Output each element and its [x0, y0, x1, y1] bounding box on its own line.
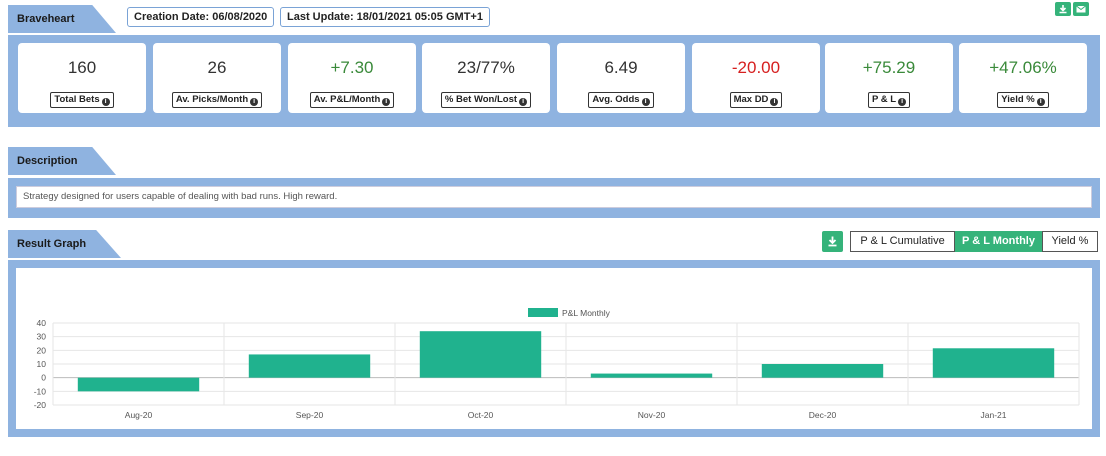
graph-panel: -20 -10 0 10 20 30 40 Aug-20 Sep-20 Oct-20 Nov-20 D…: [8, 260, 1100, 437]
y-tick-label: 10: [37, 359, 47, 369]
email-button[interactable]: [1073, 2, 1089, 16]
info-icon: i: [101, 98, 110, 106]
stat-card-max-dd: -20.00 Max DD i: [692, 43, 820, 113]
bar: [77, 377, 200, 392]
stats-panel: 160 Total Bets i 26 Av. Picks/Month i +7.3…: [8, 35, 1100, 127]
bar: [761, 364, 884, 378]
legend-label: P&L Monthly: [562, 308, 611, 318]
chart-area: -20 -10 0 10 20 30 40 Aug-20 Sep-20 Oct-20 Nov-20 D…: [16, 268, 1092, 429]
y-tick-label: 0: [41, 373, 46, 383]
description-panel: Strategy designed for users capable of d…: [8, 178, 1100, 218]
stat-card-won-lost: 23/77% % Bet Won/Lost i: [422, 43, 550, 113]
stat-card-total-bets: 160 Total Bets i: [18, 43, 146, 113]
stat-value: +75.29: [862, 58, 916, 77]
info-icon: i: [770, 98, 779, 106]
stat-label[interactable]: Av. Picks/Month i: [171, 92, 263, 108]
stat-value: 160: [67, 58, 97, 77]
tab-yield[interactable]: Yield %: [1042, 231, 1098, 252]
bar: [932, 348, 1055, 378]
stat-label[interactable]: Avg. Odds i: [588, 92, 654, 108]
result-graph-tab: Result Graph: [8, 230, 121, 258]
download-icon: [828, 236, 837, 247]
info-icon: i: [382, 98, 391, 106]
pl-monthly-chart: -20 -10 0 10 20 30 40 Aug-20 Sep-20 Oct-20 Nov-20 D…: [34, 308, 1080, 420]
y-tick-label: -20: [34, 400, 47, 410]
legend-swatch: [528, 308, 558, 317]
x-tick-label: Jan-21: [981, 410, 1007, 420]
envelope-icon: [1076, 5, 1086, 13]
y-tick-label: -10: [34, 386, 47, 396]
x-tick-label: Dec-20: [809, 410, 837, 420]
stat-label[interactable]: Av. P&L/Month i: [309, 92, 395, 108]
description-tab: Description: [8, 147, 116, 175]
x-tick-label: Aug-20: [125, 410, 153, 420]
y-tick-label: 20: [37, 345, 47, 355]
stat-value: 23/77%: [457, 58, 515, 77]
bar: [419, 331, 542, 378]
y-tick-label: 30: [37, 332, 47, 342]
download-icon: [1059, 5, 1067, 14]
info-icon: i: [250, 98, 259, 106]
last-update: Last Update: 18/01/2021 05:05 GMT+1: [280, 7, 490, 27]
tab-pl-cumulative[interactable]: P & L Cumulative: [850, 231, 955, 252]
stat-label[interactable]: Max DD i: [729, 92, 783, 108]
stat-card-pl-month: +7.30 Av. P&L/Month i: [288, 43, 416, 113]
creation-date: Creation Date: 06/08/2020: [127, 7, 275, 27]
stat-value: -20.00: [731, 58, 781, 77]
stat-value: 6.49: [604, 58, 638, 77]
download-button[interactable]: [1055, 2, 1071, 16]
y-tick-label: 40: [37, 318, 47, 328]
x-tick-label: Oct-20: [468, 410, 494, 420]
stat-value: 26: [207, 58, 227, 77]
bar: [590, 373, 713, 378]
stat-card-yield: +47.06% Yield % i: [959, 43, 1087, 113]
stat-label[interactable]: % Bet Won/Lost i: [440, 92, 532, 108]
stat-card-avg-odds: 6.49 Avg. Odds i: [557, 43, 685, 113]
bar: [248, 354, 371, 378]
graph-download-button[interactable]: [822, 231, 843, 252]
strategy-name-tab: Braveheart: [8, 5, 116, 33]
x-tick-label: Nov-20: [638, 410, 666, 420]
info-icon: i: [519, 98, 528, 106]
stat-label[interactable]: Total Bets i: [50, 92, 114, 108]
stat-value: +47.06%: [989, 58, 1057, 77]
stat-value: +7.30: [330, 58, 374, 77]
stat-card-picks-month: 26 Av. Picks/Month i: [153, 43, 281, 113]
info-icon: i: [1036, 98, 1045, 106]
tab-pl-monthly[interactable]: P & L Monthly: [955, 231, 1042, 252]
info-icon: i: [898, 98, 907, 106]
stat-label[interactable]: Yield % i: [997, 92, 1049, 108]
x-tick-label: Sep-20: [296, 410, 324, 420]
info-icon: i: [641, 98, 650, 106]
description-text: Strategy designed for users capable of d…: [16, 186, 1092, 208]
